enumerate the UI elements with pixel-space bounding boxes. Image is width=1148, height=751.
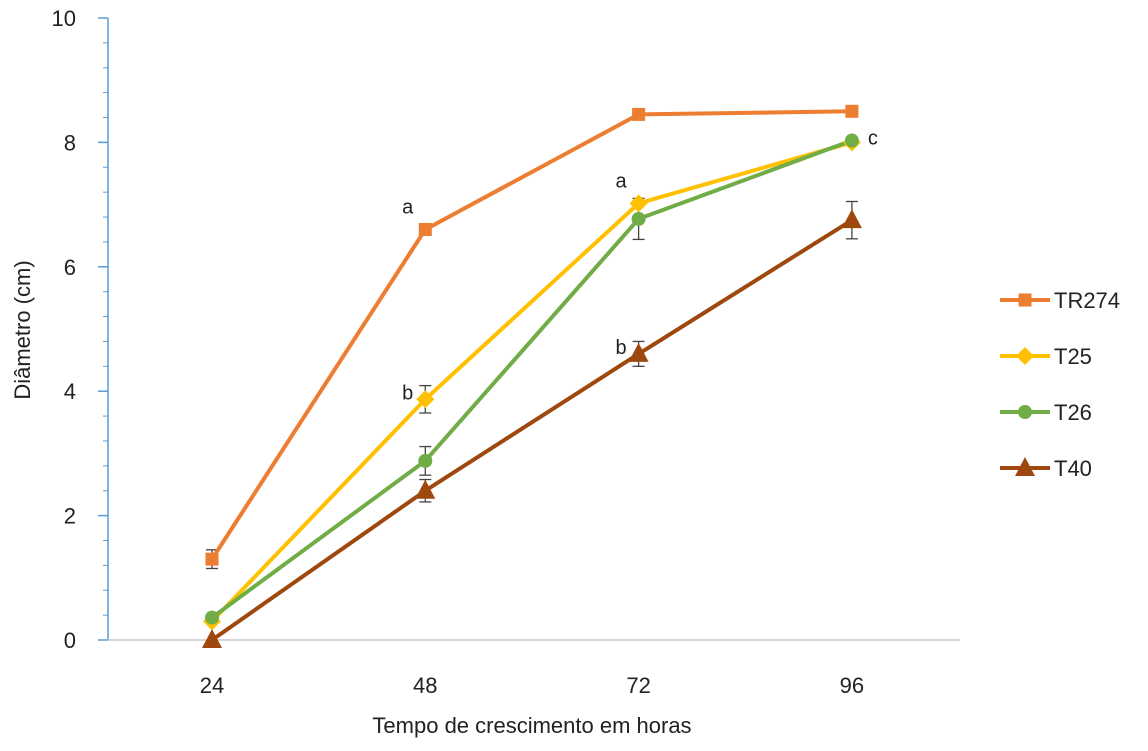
error-bars <box>206 197 858 570</box>
annotations: a b a b c <box>402 128 878 405</box>
series-lines <box>210 109 853 642</box>
data-point-t26 <box>631 211 646 226</box>
annotation-label: c <box>868 128 878 150</box>
series-markers <box>202 104 862 648</box>
legend-marker-t25 <box>1016 347 1034 365</box>
annotation-label: b <box>402 382 413 404</box>
legend-marker-tr274 <box>1018 293 1032 307</box>
data-point-tr274 <box>632 107 646 121</box>
data-point-tr274 <box>205 552 219 566</box>
annotation-label: b <box>615 337 626 359</box>
data-point-t26 <box>205 610 219 625</box>
series-line-t26 <box>210 138 853 620</box>
data-point-t26 <box>418 453 433 468</box>
legend-label: T40 <box>1054 456 1092 481</box>
data-point-tr274 <box>845 104 859 118</box>
y-tick-label: 0 <box>64 628 76 653</box>
x-tick-label: 24 <box>200 673 224 698</box>
y-tick-label: 8 <box>64 130 76 155</box>
annotation-label: a <box>615 170 627 192</box>
legend-marker-t26 <box>1018 405 1032 419</box>
legend: TR274 T25 T26 T40 <box>1000 288 1120 481</box>
annotation-label: a <box>402 196 414 218</box>
series-line-t40 <box>210 218 853 642</box>
legend-label: T25 <box>1054 344 1092 369</box>
y-axis-label: Diâmetro (cm) <box>10 260 35 399</box>
x-tick-label: 48 <box>413 673 437 698</box>
y-tick-label: 2 <box>64 504 76 529</box>
data-point-t40 <box>415 479 436 499</box>
legend-label: T26 <box>1054 400 1092 425</box>
x-axis-label: Tempo de crescimento em horas <box>372 713 691 738</box>
data-point-t25 <box>416 390 435 409</box>
data-point-t25 <box>629 194 648 213</box>
y-tick-label: 10 <box>52 6 76 31</box>
data-point-t40 <box>202 629 222 648</box>
y-tick-label: 6 <box>64 255 76 280</box>
legend-label: TR274 <box>1054 288 1120 313</box>
y-tick-label: 4 <box>64 379 76 404</box>
data-point-t26 <box>844 133 859 148</box>
legend-marker-t40 <box>1015 457 1035 476</box>
series-line-t25 <box>210 140 853 623</box>
data-point-tr274 <box>418 222 432 236</box>
data-point-t40 <box>841 209 862 229</box>
series-line-tr274 <box>210 109 852 561</box>
data-point-t40 <box>628 342 649 362</box>
x-tick-label: 72 <box>626 673 650 698</box>
x-tick-label: 96 <box>840 673 864 698</box>
